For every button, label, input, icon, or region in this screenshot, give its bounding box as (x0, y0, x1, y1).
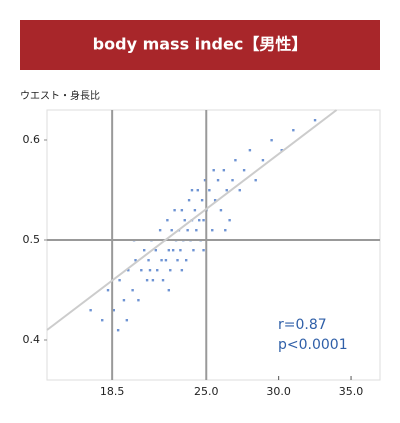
point (228, 219, 231, 222)
point (184, 259, 188, 262)
point (148, 269, 152, 272)
point (202, 249, 205, 252)
point (170, 229, 173, 232)
point (161, 279, 165, 282)
point (154, 249, 157, 252)
point (195, 229, 198, 232)
point (225, 189, 228, 192)
point (211, 229, 214, 232)
point (151, 279, 155, 282)
point (156, 269, 159, 272)
point (231, 179, 234, 182)
point (180, 269, 184, 272)
point (89, 309, 92, 312)
point (173, 209, 176, 212)
point (137, 299, 140, 302)
point (213, 199, 217, 202)
point (167, 289, 171, 292)
point (131, 289, 134, 292)
point (122, 299, 126, 302)
point (112, 309, 115, 312)
point (171, 249, 175, 252)
point (101, 319, 104, 322)
point (166, 219, 169, 222)
x-tick-label: 25.0 (194, 385, 219, 398)
point (143, 249, 146, 252)
point (116, 329, 120, 332)
y-tick-label: 0.4 (23, 333, 41, 346)
point (208, 189, 211, 192)
point (180, 209, 184, 212)
annotation: r=0.87 (278, 317, 327, 333)
point (186, 229, 189, 232)
point (187, 199, 191, 202)
point (270, 139, 273, 142)
point (248, 149, 252, 152)
plot-area (46, 109, 381, 381)
point (238, 189, 241, 192)
point (127, 269, 130, 272)
point (160, 259, 163, 262)
point (176, 259, 179, 262)
header-banner (20, 20, 380, 70)
point (118, 279, 121, 282)
point (202, 219, 205, 222)
point (313, 119, 317, 122)
point (147, 259, 150, 262)
point (224, 229, 227, 232)
point (196, 189, 199, 192)
point (134, 259, 137, 262)
point (203, 179, 207, 182)
point (145, 279, 149, 282)
point (292, 129, 295, 132)
point (192, 249, 195, 252)
x-tick-label: 30.0 (266, 385, 291, 398)
point (216, 179, 220, 182)
point (242, 169, 246, 172)
point (125, 319, 129, 322)
point (106, 289, 110, 292)
x-tick-label: 18.5 (100, 385, 125, 398)
annotation: p<0.0001 (278, 337, 348, 353)
trend-line (46, 109, 338, 331)
point (234, 159, 237, 162)
y-axis-label: ウエスト・身長比 (20, 89, 100, 102)
point (198, 219, 201, 222)
point (164, 259, 168, 262)
y-tick-label: 0.6 (23, 133, 41, 146)
point (190, 189, 194, 192)
point (254, 179, 257, 182)
point (261, 159, 265, 162)
point (219, 209, 223, 212)
y-tick-label: 0.5 (23, 233, 41, 246)
x-tick-label: 35.0 (339, 385, 364, 398)
point (280, 149, 283, 152)
point (169, 269, 172, 272)
point (140, 269, 143, 272)
point (183, 219, 186, 222)
point (158, 229, 162, 232)
point (193, 209, 197, 212)
point (212, 169, 215, 172)
point (167, 249, 171, 252)
point (200, 199, 204, 202)
point (222, 169, 226, 172)
point (179, 249, 182, 252)
chart-title: body mass indec【男性】 (93, 35, 308, 54)
